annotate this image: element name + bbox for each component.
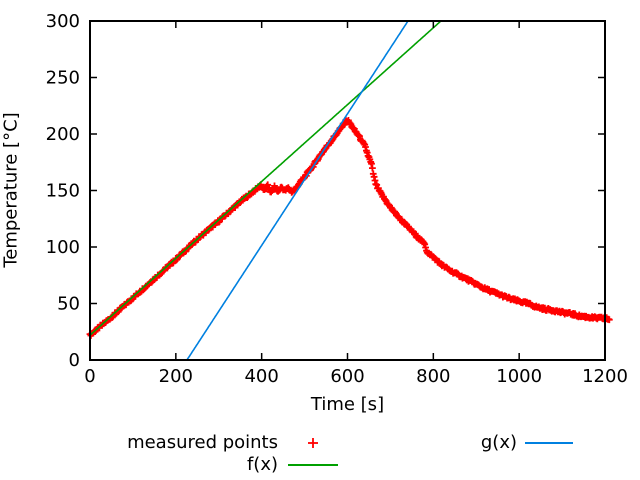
legend-entry-measured-points: measured points bbox=[127, 432, 278, 453]
x-tick-label: 200 bbox=[159, 366, 193, 387]
legend-gx-line-sample bbox=[525, 442, 573, 444]
plus-marker-icon bbox=[308, 438, 318, 448]
legend-fx-line-sample bbox=[288, 464, 338, 466]
x-tick-label: 600 bbox=[330, 366, 364, 387]
plot-border bbox=[89, 20, 606, 361]
x-tick-label: 800 bbox=[416, 366, 450, 387]
y-tick-label: 150 bbox=[46, 181, 80, 202]
y-tick-label: 300 bbox=[46, 11, 80, 32]
x-tick-label: 0 bbox=[84, 366, 95, 387]
x-tick-label: 1000 bbox=[496, 366, 542, 387]
x-tick-label: 1200 bbox=[582, 366, 628, 387]
legend-entry-gx: g(x) bbox=[480, 432, 517, 453]
fx-fit-line bbox=[89, 21, 441, 336]
y-tick-label: 0 bbox=[69, 350, 80, 371]
legend-entry-fx: f(x) bbox=[246, 454, 278, 475]
y-tick-label: 250 bbox=[46, 68, 80, 89]
y-axis-label: Temperature [°C] bbox=[0, 112, 22, 268]
x-tick-label: 400 bbox=[244, 366, 278, 387]
y-tick-label: 200 bbox=[46, 124, 80, 145]
gx-fit-line bbox=[186, 21, 409, 361]
x-axis-label: Time [s] bbox=[310, 394, 385, 415]
y-tick-label: 50 bbox=[57, 294, 80, 315]
y-tick-label: 100 bbox=[46, 237, 80, 258]
measured-points-series bbox=[86, 116, 613, 339]
